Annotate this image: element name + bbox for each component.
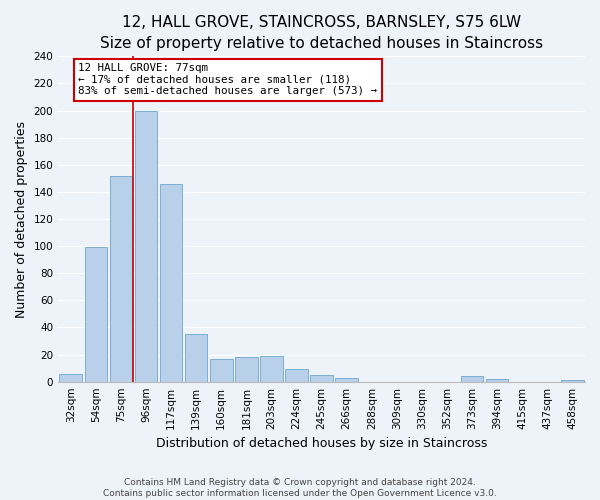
Title: 12, HALL GROVE, STAINCROSS, BARNSLEY, S75 6LW
Size of property relative to detac: 12, HALL GROVE, STAINCROSS, BARNSLEY, S7… (100, 15, 543, 51)
Bar (561, 380, 584, 382)
Bar (210, 358, 233, 382)
Bar (285, 370, 308, 382)
Bar (235, 358, 257, 382)
Bar (185, 334, 208, 382)
Bar (310, 375, 333, 382)
Bar (134, 110, 157, 382)
Bar (85, 248, 107, 382)
Bar (461, 376, 484, 382)
Text: Contains HM Land Registry data © Crown copyright and database right 2024.
Contai: Contains HM Land Registry data © Crown c… (103, 478, 497, 498)
Y-axis label: Number of detached properties: Number of detached properties (15, 120, 28, 318)
X-axis label: Distribution of detached houses by size in Staincross: Distribution of detached houses by size … (156, 437, 487, 450)
Text: 12 HALL GROVE: 77sqm
← 17% of detached houses are smaller (118)
83% of semi-deta: 12 HALL GROVE: 77sqm ← 17% of detached h… (78, 63, 377, 96)
Bar (59, 374, 82, 382)
Bar (335, 378, 358, 382)
Bar (110, 176, 132, 382)
Bar (260, 356, 283, 382)
Bar (160, 184, 182, 382)
Bar (486, 379, 508, 382)
